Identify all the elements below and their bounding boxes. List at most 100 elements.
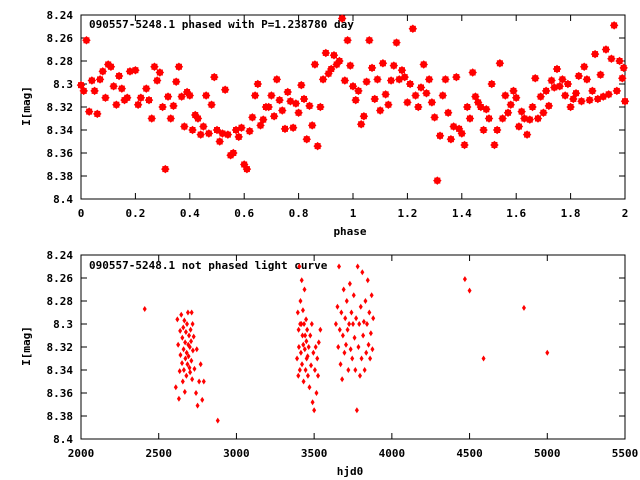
data-point-star-arm (486, 115, 492, 122)
data-point-star-arm (374, 76, 381, 83)
data-point-star-arm (260, 116, 267, 123)
data-point-star-arm (431, 114, 438, 121)
data-point-star-arm (83, 37, 90, 44)
data-point (481, 355, 486, 362)
data-point (195, 402, 200, 409)
data-point-star-arm (415, 104, 422, 110)
data-point-star-arm (551, 84, 558, 91)
data-point-star-arm (442, 76, 449, 83)
data-point-star-arm (118, 85, 125, 92)
data-point-star-arm (529, 104, 536, 110)
data-point-star-arm (371, 95, 378, 102)
data-point-star-arm (341, 77, 348, 84)
data-point-star-arm (208, 101, 215, 108)
data-point-star-arm (80, 87, 87, 94)
x-tick-label: 1.4 (452, 207, 472, 220)
data-point (181, 346, 186, 353)
data-point-star-arm (350, 83, 356, 90)
data-point-star-arm (382, 91, 389, 98)
data-point-star-arm (333, 61, 340, 68)
data-point-star-arm (532, 75, 539, 82)
data-point-star-arm (390, 62, 397, 69)
data-point-star-arm (461, 141, 468, 148)
x-tick-label: 2500 (145, 447, 172, 460)
data-point (176, 341, 181, 348)
data-point (201, 378, 206, 385)
data-point-star-arm (86, 108, 93, 115)
ticks-group: 0 0.2 0.4 0.6 0.8 1 1.2 1.4 1.6 1.8 2 8.24 8.26 8.28 8… (47, 9, 629, 220)
data-point-star-arm (622, 98, 628, 105)
data-point (185, 361, 190, 368)
data-point (308, 332, 313, 339)
ticks-group: 2000 2500 3000 3500 4000 4500 5000 5500 8.24 8.26… (47, 249, 639, 460)
data-point-star-arm (491, 141, 498, 148)
data-point (190, 347, 195, 354)
y-tick-label: 8.3 (53, 78, 73, 91)
data-point-star-arm (268, 92, 275, 99)
data-point-star-arm (472, 93, 479, 100)
data-point (309, 321, 314, 327)
data-point-star-arm (464, 104, 471, 110)
data-point (184, 349, 189, 356)
data-point (215, 417, 220, 424)
data-point-star-arm (515, 123, 522, 130)
x-tick-label: 4000 (379, 447, 406, 460)
data-point (187, 364, 192, 371)
data-point-star-arm (521, 115, 528, 122)
data-point-star-arm (173, 78, 180, 85)
data-point-star-arm (556, 83, 563, 90)
x-tick-label: 4500 (456, 447, 483, 460)
data-point-star-arm (203, 92, 210, 99)
data-point-star-arm (336, 58, 343, 64)
data-point (369, 292, 374, 299)
data-point (368, 355, 373, 362)
data-point (357, 372, 362, 379)
data-point-star-arm (189, 127, 196, 133)
data-point-star-arm (287, 98, 294, 105)
x-tick-label: 1.8 (561, 207, 581, 220)
data-point-star-arm (211, 74, 218, 81)
data-point (297, 367, 302, 373)
data-point (299, 277, 304, 284)
data-point (189, 338, 194, 345)
data-point (345, 326, 350, 333)
data-points (142, 263, 550, 424)
data-point-star-arm (608, 55, 615, 62)
x-axis-label: phase (333, 225, 366, 238)
data-point (312, 367, 317, 373)
data-point (298, 349, 303, 356)
data-point-star-arm (613, 87, 620, 94)
data-point-star-arm (437, 132, 444, 139)
data-point-star-arm (328, 66, 335, 73)
data-point-star-arm (510, 87, 517, 94)
data-point (312, 407, 317, 414)
data-point (362, 367, 367, 373)
x-tick-label: 0.6 (234, 207, 254, 220)
y-tick-label: 8.4 (53, 433, 73, 446)
data-point-star-arm (186, 92, 193, 99)
data-point (346, 367, 351, 373)
data-point (344, 298, 349, 304)
data-point-star-arm (578, 98, 585, 105)
data-point-star-arm (159, 104, 166, 110)
data-point-star-arm (233, 127, 240, 133)
data-point (187, 344, 192, 350)
data-point-star-arm (496, 60, 503, 67)
y-tick-label: 8.32 (47, 101, 74, 114)
data-point (142, 306, 147, 313)
data-point (339, 309, 344, 316)
data-point (182, 388, 187, 395)
data-point (352, 334, 357, 341)
data-point-star-arm (412, 92, 419, 99)
x-tick-label: 0 (78, 207, 85, 220)
data-point (354, 407, 359, 414)
data-point-star-arm (194, 115, 201, 122)
data-point-star-arm (616, 58, 623, 64)
data-point-star-arm (488, 81, 495, 87)
data-point (183, 355, 188, 362)
data-point (300, 332, 305, 339)
data-point (354, 315, 359, 322)
data-point (338, 361, 343, 368)
data-point-star-arm (146, 97, 152, 104)
data-point (353, 367, 358, 373)
